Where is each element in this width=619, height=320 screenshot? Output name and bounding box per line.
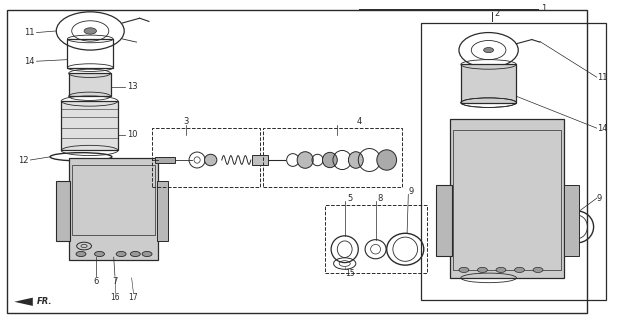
Text: 8: 8 xyxy=(378,194,383,203)
Ellipse shape xyxy=(322,152,337,168)
Ellipse shape xyxy=(131,252,141,257)
Text: 11: 11 xyxy=(24,28,35,37)
Bar xyxy=(263,128,402,187)
Text: 6: 6 xyxy=(93,276,99,285)
Text: 13: 13 xyxy=(128,82,138,91)
Bar xyxy=(461,64,516,103)
Text: 10: 10 xyxy=(128,130,138,139)
Ellipse shape xyxy=(459,268,469,272)
Bar xyxy=(453,130,561,270)
Ellipse shape xyxy=(84,28,97,34)
Bar xyxy=(67,39,113,68)
Ellipse shape xyxy=(483,48,493,52)
Text: 15: 15 xyxy=(345,268,355,278)
Text: 5: 5 xyxy=(347,194,352,203)
Ellipse shape xyxy=(204,154,217,166)
Ellipse shape xyxy=(348,152,363,168)
Ellipse shape xyxy=(297,152,313,168)
Bar xyxy=(72,165,155,235)
Text: 7: 7 xyxy=(112,276,118,285)
Bar xyxy=(449,119,564,278)
Text: 16: 16 xyxy=(110,292,119,301)
Text: 9: 9 xyxy=(409,188,414,196)
Bar xyxy=(155,157,175,163)
Bar xyxy=(436,186,451,256)
Text: 11: 11 xyxy=(597,73,607,82)
Text: 12: 12 xyxy=(18,156,28,164)
Text: 14: 14 xyxy=(24,57,35,66)
Ellipse shape xyxy=(533,268,543,272)
Ellipse shape xyxy=(477,268,487,272)
Ellipse shape xyxy=(95,252,105,257)
Bar xyxy=(56,181,70,241)
Bar xyxy=(325,204,427,273)
Text: 14: 14 xyxy=(597,124,607,132)
Polygon shape xyxy=(14,298,33,306)
Text: 4: 4 xyxy=(357,117,361,126)
Bar xyxy=(564,186,579,256)
Bar xyxy=(69,73,111,96)
Ellipse shape xyxy=(496,268,506,272)
Text: 17: 17 xyxy=(129,292,138,301)
Bar xyxy=(152,128,260,187)
Text: 1: 1 xyxy=(541,4,547,13)
Text: 3: 3 xyxy=(183,117,189,126)
Ellipse shape xyxy=(514,268,524,272)
Bar xyxy=(252,155,267,165)
Bar xyxy=(61,101,118,150)
Ellipse shape xyxy=(116,252,126,257)
Ellipse shape xyxy=(142,252,152,257)
Text: 2: 2 xyxy=(495,9,500,18)
Bar xyxy=(157,181,168,241)
Text: 9: 9 xyxy=(597,194,602,203)
Ellipse shape xyxy=(377,150,397,170)
Text: FR.: FR. xyxy=(37,297,52,306)
Ellipse shape xyxy=(76,252,86,257)
Bar xyxy=(69,158,158,260)
Bar xyxy=(421,23,606,300)
